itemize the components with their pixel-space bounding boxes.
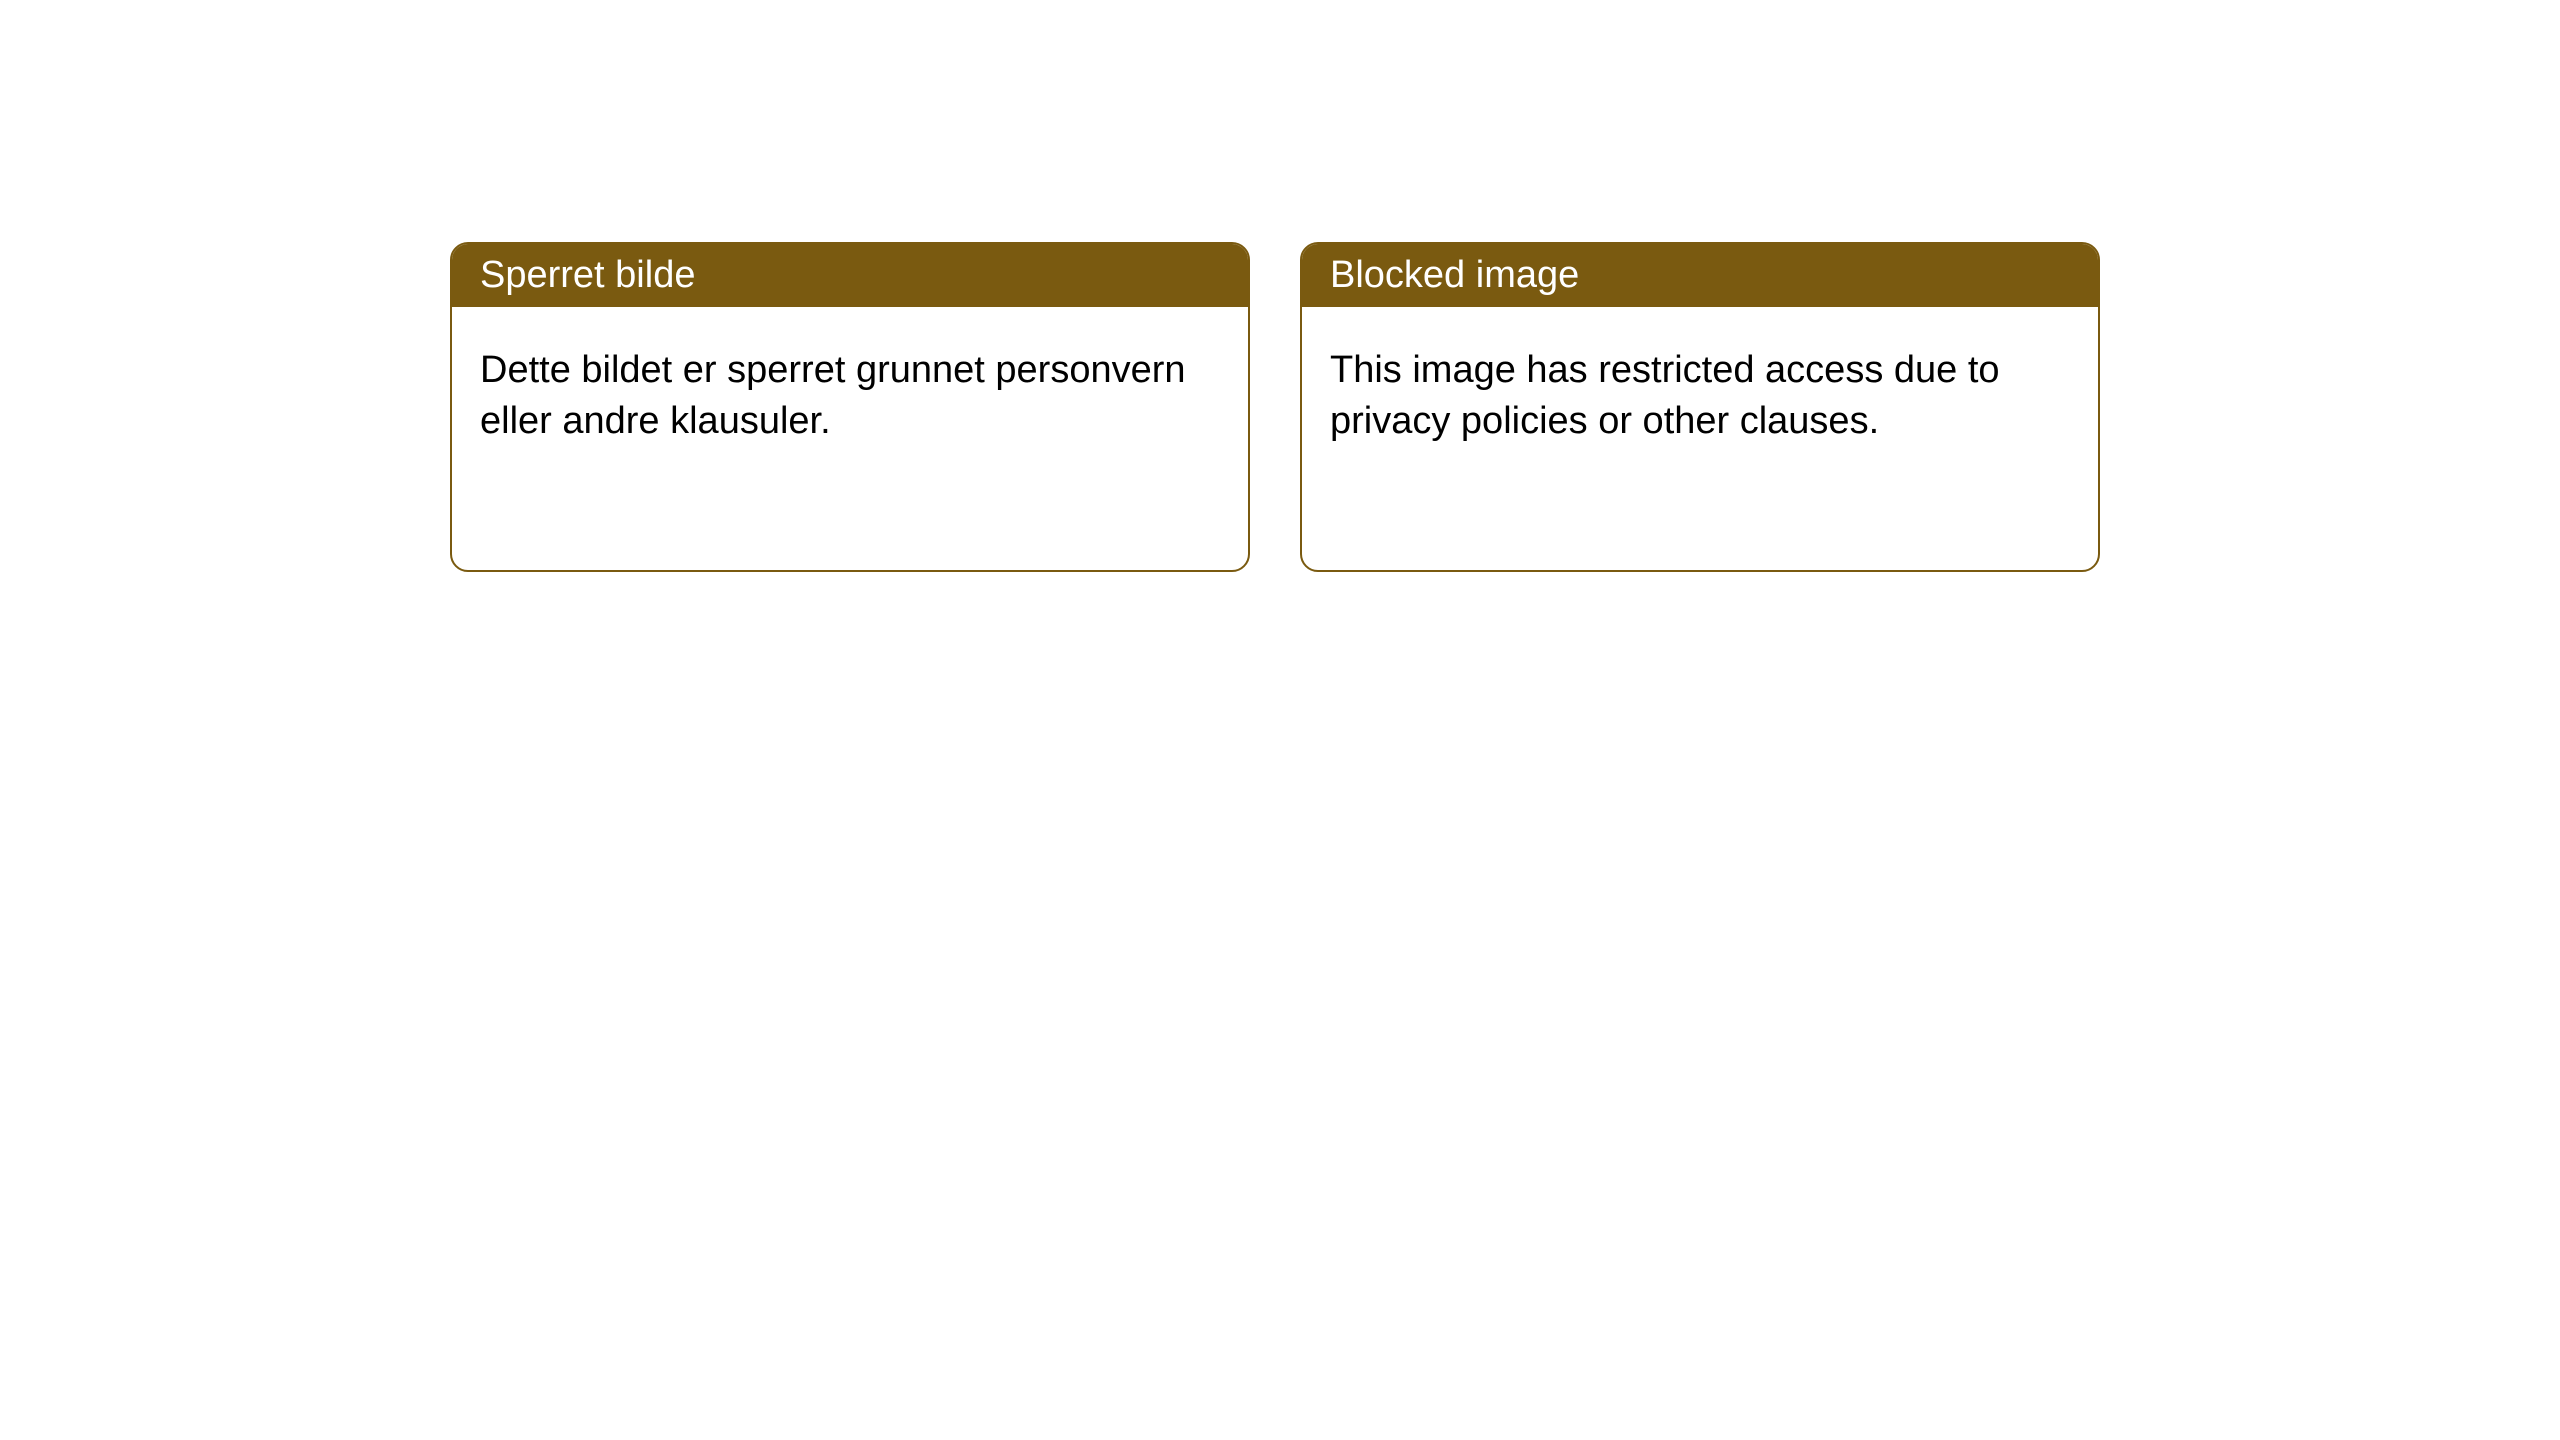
card-body-text: This image has restricted access due to … [1330,349,2000,442]
card-body: This image has restricted access due to … [1302,307,2098,486]
card-title: Sperret bilde [480,254,695,296]
notice-card-norwegian: Sperret bilde Dette bildet er sperret gr… [450,242,1250,572]
cards-container: Sperret bilde Dette bildet er sperret gr… [0,0,2560,572]
card-title: Blocked image [1330,254,1579,296]
notice-card-english: Blocked image This image has restricted … [1300,242,2100,572]
card-body: Dette bildet er sperret grunnet personve… [452,307,1248,486]
card-header: Sperret bilde [452,244,1248,307]
card-body-text: Dette bildet er sperret grunnet personve… [480,349,1186,442]
card-header: Blocked image [1302,244,2098,307]
